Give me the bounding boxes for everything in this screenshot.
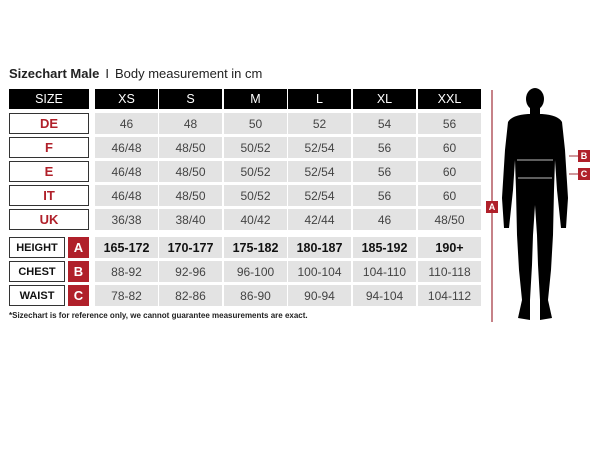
size-header-xxl: XXL — [418, 89, 481, 109]
table-cell: 50/52 — [224, 137, 287, 158]
table-cell: 56 — [353, 185, 416, 206]
table-cell: 90-94 — [288, 285, 351, 306]
table-cell: 52/54 — [288, 161, 351, 182]
size-header-l: L — [288, 89, 351, 109]
page-title: Sizechart Male I Body measurement in cm — [9, 66, 263, 81]
table-cell: 60 — [418, 185, 481, 206]
table-cell: 190+ — [418, 237, 481, 258]
row-label-it: IT — [9, 185, 89, 206]
table-cell: 170-177 — [159, 237, 222, 258]
table-cell: 52 — [288, 113, 351, 134]
measure-label-chest: CHEST — [9, 261, 65, 282]
table-cell: 46 — [95, 113, 158, 134]
table-cell: 40/42 — [224, 209, 287, 230]
silhouette — [502, 88, 568, 320]
table-cell: 52/54 — [288, 185, 351, 206]
table-cell: 110-118 — [418, 261, 481, 282]
measure-label-height: HEIGHT — [9, 237, 65, 258]
measure-label-waist: WAIST — [9, 285, 65, 306]
size-header-label: SIZE — [9, 89, 89, 109]
table-cell: 60 — [418, 137, 481, 158]
table-cell: 92-96 — [159, 261, 222, 282]
table-cell: 104-110 — [353, 261, 416, 282]
table-cell: 48/50 — [159, 161, 222, 182]
table-cell: 78-82 — [95, 285, 158, 306]
table-cell: 56 — [418, 113, 481, 134]
table-cell: 104-112 — [418, 285, 481, 306]
measure-letter-c: C — [68, 285, 89, 306]
table-cell: 60 — [418, 161, 481, 182]
table-cell: 56 — [353, 137, 416, 158]
table-cell: 50/52 — [224, 185, 287, 206]
measure-letter-a: A — [68, 237, 89, 258]
table-cell: 50 — [224, 113, 287, 134]
table-cell: 86-90 — [224, 285, 287, 306]
table-cell: 88-92 — [95, 261, 158, 282]
size-header-s: S — [159, 89, 222, 109]
chest-marker: B — [578, 150, 590, 162]
table-cell: 165-172 — [95, 237, 158, 258]
row-label-f: F — [9, 137, 89, 158]
size-header-xl: XL — [353, 89, 416, 109]
height-marker: A — [486, 201, 498, 213]
table-cell: 54 — [353, 113, 416, 134]
table-cell: 48 — [159, 113, 222, 134]
table-cell: 48/50 — [418, 209, 481, 230]
table-cell: 46 — [353, 209, 416, 230]
table-cell: 36/38 — [95, 209, 158, 230]
table-cell: 100-104 — [288, 261, 351, 282]
size-header-m: M — [224, 89, 287, 109]
table-cell: 175-182 — [224, 237, 287, 258]
size-header-xs: XS — [95, 89, 158, 109]
table-cell: 46/48 — [95, 185, 158, 206]
row-label-uk: UK — [9, 209, 89, 230]
table-cell: 180-187 — [288, 237, 351, 258]
row-label-e: E — [9, 161, 89, 182]
row-label-de: DE — [9, 113, 89, 134]
measure-letter-b: B — [68, 261, 89, 282]
table-cell: 48/50 — [159, 137, 222, 158]
table-cell: 38/40 — [159, 209, 222, 230]
table-cell: 56 — [353, 161, 416, 182]
table-cell: 46/48 — [95, 161, 158, 182]
table-cell: 48/50 — [159, 185, 222, 206]
table-cell: 94-104 — [353, 285, 416, 306]
table-cell: 52/54 — [288, 137, 351, 158]
table-cell: 46/48 — [95, 137, 158, 158]
table-cell: 42/44 — [288, 209, 351, 230]
table-cell: 50/52 — [224, 161, 287, 182]
table-cell: 96-100 — [224, 261, 287, 282]
table-cell: 185-192 — [353, 237, 416, 258]
waist-marker: C — [578, 168, 590, 180]
table-cell: 82-86 — [159, 285, 222, 306]
disclaimer-note: *Sizechart is for reference only, we can… — [9, 311, 308, 320]
